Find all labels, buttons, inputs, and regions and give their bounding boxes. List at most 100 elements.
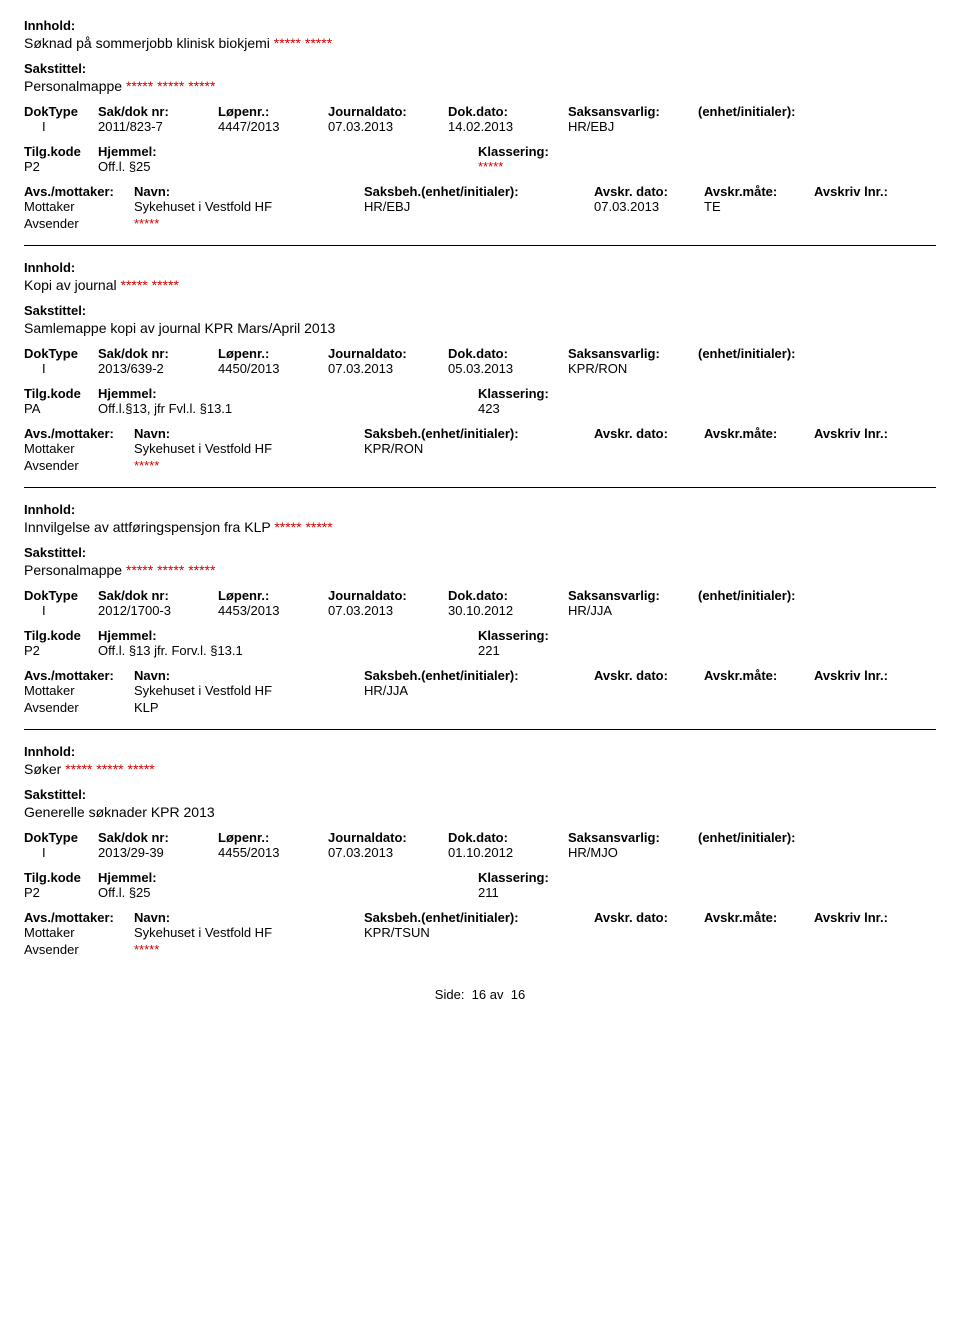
mottaker-avskrlnr [814,683,914,698]
records-container: Innhold: Søknad på sommerjobb klinisk bi… [24,18,936,957]
doc-value-row: I 2012/1700-3 4453/2013 07.03.2013 30.10… [24,603,936,618]
mottaker-row: Mottaker Sykehuset i Vestfold HF HR/EBJ … [24,199,936,214]
role-mottaker: Mottaker [24,683,134,698]
val-hjemmel: Off.l.§13, jfr Fvl.l. §13.1 [98,401,478,416]
mottaker-avskrdato: 07.03.2013 [594,199,704,214]
mottaker-saksbeh: HR/JJA [364,683,594,698]
mottaker-row: Mottaker Sykehuset i Vestfold HF KPR/TSU… [24,925,936,940]
avsender-row: Avsender ***** [24,216,936,231]
journal-record: Innhold: Innvilgelse av attføringspensjo… [24,502,936,715]
hdr-saksansvarlig: Saksansvarlig: [568,346,698,361]
doc-header-row: DokType Sak/dok nr: Løpenr.: Journaldato… [24,346,936,361]
innhold-text: Innvilgelse av attføringspensjon fra KLP… [24,519,936,535]
hdr-hjemmel: Hjemmel: [98,386,478,401]
hdr-enhet: (enhet/initialer): [698,830,878,845]
hdr-avskrdato: Avskr. dato: [594,426,704,441]
val-journaldato: 07.03.2013 [328,845,448,860]
sakstittel-label: Sakstittel: [24,545,936,560]
mottaker-saksbeh: KPR/RON [364,441,594,456]
val-hjemmel: Off.l. §13 jfr. Forv.l. §13.1 [98,643,478,658]
doc-header-row: DokType Sak/dok nr: Løpenr.: Journaldato… [24,588,936,603]
innhold-label: Innhold: [24,18,936,33]
val-doktype: I [24,845,98,860]
hdr-tilgkode: Tilg.kode [24,144,98,159]
hdr-hjemmel: Hjemmel: [98,144,478,159]
hdr-avskrdato: Avskr. dato: [594,184,704,199]
avs-header-row: Avs./mottaker: Navn: Saksbeh.(enhet/init… [24,184,936,199]
page-footer: Side: 16 av 16 [24,987,936,1002]
val-enhet [698,361,878,376]
hdr-saksbeh: Saksbeh.(enhet/initialer): [364,910,594,925]
val-tilgkode: PA [24,401,98,416]
doc-header-row: DokType Sak/dok nr: Løpenr.: Journaldato… [24,104,936,119]
hdr-saksbeh: Saksbeh.(enhet/initialer): [364,668,594,683]
footer-page: 16 [472,987,486,1002]
mottaker-navn: Sykehuset i Vestfold HF [134,683,364,698]
mottaker-navn: Sykehuset i Vestfold HF [134,441,364,456]
mottaker-avskrdato [594,683,704,698]
val-dokdato: 30.10.2012 [448,603,568,618]
hdr-navn: Navn: [134,426,364,441]
sakstittel-label: Sakstittel: [24,303,936,318]
hdr-avskrlnr: Avskriv lnr.: [814,184,914,199]
hdr-avskrlnr: Avskriv lnr.: [814,426,914,441]
doc-value-row: I 2013/639-2 4450/2013 07.03.2013 05.03.… [24,361,936,376]
tilg-header-row: Tilg.kode Hjemmel: Klassering: [24,386,936,401]
innhold-text: Kopi av journal ***** ***** [24,277,936,293]
hdr-navn: Navn: [134,184,364,199]
mottaker-saksbeh: HR/EBJ [364,199,594,214]
mottaker-avskrlnr [814,925,914,940]
hdr-avsmottaker: Avs./mottaker: [24,426,134,441]
tilg-value-row: PA Off.l.§13, jfr Fvl.l. §13.1 423 [24,401,936,416]
hdr-avsmottaker: Avs./mottaker: [24,184,134,199]
hdr-dokdato: Dok.dato: [448,588,568,603]
val-doktype: I [24,119,98,134]
hdr-avskrmote: Avskr.måte: [704,184,814,199]
hdr-hjemmel: Hjemmel: [98,870,478,885]
innhold-text: Søker ***** ***** ***** [24,761,936,777]
val-dokdato: 14.02.2013 [448,119,568,134]
mottaker-avskrlnr [814,199,914,214]
doc-value-row: I 2011/823-7 4447/2013 07.03.2013 14.02.… [24,119,936,134]
doc-value-row: I 2013/29-39 4455/2013 07.03.2013 01.10.… [24,845,936,860]
hdr-doktype: DokType [24,346,98,361]
sakstittel-label: Sakstittel: [24,787,936,802]
role-avsender: Avsender [24,458,134,473]
avsender-row: Avsender ***** [24,458,936,473]
hdr-journaldato: Journaldato: [328,588,448,603]
hdr-saksbeh: Saksbeh.(enhet/initialer): [364,184,594,199]
hdr-avskrmote: Avskr.måte: [704,668,814,683]
mottaker-saksbeh: KPR/TSUN [364,925,594,940]
hdr-avskrmote: Avskr.måte: [704,426,814,441]
role-avsender: Avsender [24,942,134,957]
val-saksansvarlig: HR/MJO [568,845,698,860]
val-hjemmel: Off.l. §25 [98,159,478,174]
hdr-sakdok: Sak/dok nr: [98,830,218,845]
hdr-avskrdato: Avskr. dato: [594,668,704,683]
hdr-enhet: (enhet/initialer): [698,346,878,361]
hdr-avsmottaker: Avs./mottaker: [24,910,134,925]
val-journaldato: 07.03.2013 [328,119,448,134]
hdr-enhet: (enhet/initialer): [698,104,878,119]
tilg-value-row: P2 Off.l. §25 211 [24,885,936,900]
footer-av: av [490,987,504,1002]
hdr-dokdato: Dok.dato: [448,830,568,845]
hdr-tilgkode: Tilg.kode [24,870,98,885]
record-divider [24,487,936,488]
mottaker-row: Mottaker Sykehuset i Vestfold HF HR/JJA [24,683,936,698]
hdr-saksbeh: Saksbeh.(enhet/initialer): [364,426,594,441]
avsender-navn: ***** [134,216,364,231]
tilg-value-row: P2 Off.l. §13 jfr. Forv.l. §13.1 221 [24,643,936,658]
val-saksansvarlig: HR/JJA [568,603,698,618]
tilg-value-row: P2 Off.l. §25 ***** [24,159,936,174]
journal-record: Innhold: Kopi av journal ***** ***** Sak… [24,260,936,473]
hdr-klassering: Klassering: [478,870,678,885]
hdr-klassering: Klassering: [478,628,678,643]
hdr-dokdato: Dok.dato: [448,104,568,119]
avsender-row: Avsender KLP [24,700,936,715]
innhold-text: Søknad på sommerjobb klinisk biokjemi **… [24,35,936,51]
sakstittel-text: Generelle søknader KPR 2013 [24,804,936,820]
hdr-avskrlnr: Avskriv lnr.: [814,668,914,683]
mottaker-navn: Sykehuset i Vestfold HF [134,925,364,940]
val-dokdato: 01.10.2012 [448,845,568,860]
